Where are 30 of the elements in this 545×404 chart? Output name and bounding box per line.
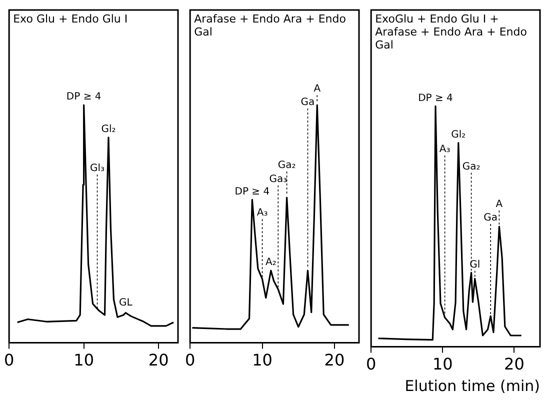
chart-title: ExoGlu + Endo Glu I + Arafase + Endo Ara + Endo Gal bbox=[375, 12, 528, 52]
chart-title: Arafase + Endo Ara + Endo Gal bbox=[194, 12, 346, 38]
annotation: A bbox=[496, 199, 503, 210]
x-tick-label: 20 bbox=[324, 350, 345, 370]
annotation: DP ≥ 4 bbox=[66, 92, 102, 103]
annotation: Ga bbox=[484, 212, 498, 224]
x-tick-label: 20 bbox=[148, 350, 169, 370]
annotation: A bbox=[314, 84, 321, 95]
x-tick-label: 10 bbox=[252, 350, 272, 370]
annotation: DP ≥ 4 bbox=[234, 186, 270, 198]
x-tick-label: 0 bbox=[184, 350, 196, 370]
x-tick-label: 10 bbox=[74, 350, 94, 370]
annotation: A₃ bbox=[256, 208, 268, 219]
annotation: A₂ bbox=[266, 257, 276, 268]
annotation: Gl₂ bbox=[101, 124, 116, 136]
x-tick-label: 20 bbox=[504, 354, 524, 374]
x-axis-title: Elution time (min) bbox=[404, 376, 540, 395]
annotation: Ga bbox=[300, 97, 315, 108]
annotation: Gl₂ bbox=[451, 129, 466, 140]
annotation: A₃ bbox=[439, 144, 450, 156]
annotation: Ga₂ bbox=[278, 160, 296, 172]
x-tick-label: 0 bbox=[4, 350, 14, 370]
x-tick-label: 0 bbox=[366, 354, 376, 374]
chart-title: Exo Glu + Endo Glu I bbox=[13, 12, 128, 26]
annotation: Ga₃ bbox=[269, 174, 288, 185]
annotation: Ga₂ bbox=[462, 161, 480, 172]
annotation: DP ≥ 4 bbox=[418, 92, 453, 104]
annotation: GL bbox=[119, 297, 133, 308]
x-tick-label: 10 bbox=[432, 354, 453, 374]
annotation: Gl₃ bbox=[90, 163, 105, 174]
